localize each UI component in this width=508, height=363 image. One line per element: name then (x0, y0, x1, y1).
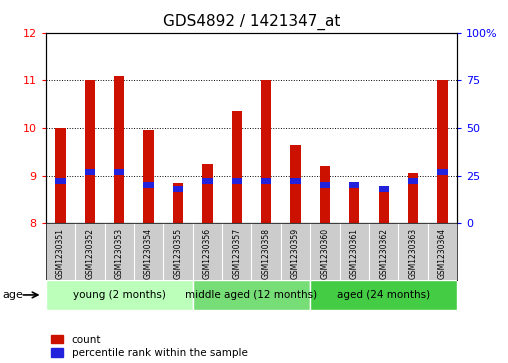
Text: middle aged (12 months): middle aged (12 months) (185, 290, 318, 300)
Bar (261, 178, 271, 184)
Bar (173, 183, 183, 223)
Text: GSM1230358: GSM1230358 (262, 228, 271, 279)
Bar (232, 111, 242, 223)
Text: GSM1230362: GSM1230362 (379, 228, 388, 279)
Bar (46, 280, 193, 310)
Bar (114, 169, 124, 175)
Bar (310, 280, 457, 310)
Bar (437, 169, 448, 175)
Bar (320, 182, 330, 188)
Bar (349, 183, 360, 223)
Bar (173, 186, 183, 192)
Bar (408, 178, 418, 184)
Legend: count, percentile rank within the sample: count, percentile rank within the sample (51, 335, 247, 358)
Text: GSM1230353: GSM1230353 (115, 228, 124, 279)
Bar (193, 280, 310, 310)
Bar (291, 144, 301, 223)
Text: GSM1230354: GSM1230354 (144, 228, 153, 279)
Bar (437, 80, 448, 223)
Bar (378, 186, 389, 192)
Bar (408, 173, 418, 223)
Bar (320, 166, 330, 223)
Title: GDS4892 / 1421347_at: GDS4892 / 1421347_at (163, 14, 340, 30)
Bar (114, 76, 124, 223)
Text: GSM1230352: GSM1230352 (85, 228, 94, 279)
Text: age: age (3, 290, 23, 300)
Text: GSM1230356: GSM1230356 (203, 228, 212, 279)
Text: GSM1230360: GSM1230360 (321, 228, 330, 279)
Bar (291, 178, 301, 184)
Text: GSM1230359: GSM1230359 (291, 228, 300, 279)
Bar (202, 178, 212, 184)
Text: GSM1230364: GSM1230364 (438, 228, 447, 279)
Bar (55, 128, 66, 223)
Bar (202, 164, 212, 223)
Bar (143, 130, 154, 223)
Text: GSM1230351: GSM1230351 (56, 228, 65, 279)
Bar (261, 80, 271, 223)
Text: young (2 months): young (2 months) (73, 290, 166, 300)
Bar (232, 178, 242, 184)
Bar (85, 80, 95, 223)
Bar (55, 178, 66, 184)
Text: GSM1230355: GSM1230355 (173, 228, 182, 279)
Text: GSM1230361: GSM1230361 (350, 228, 359, 279)
Text: GSM1230357: GSM1230357 (232, 228, 241, 279)
Bar (85, 169, 95, 175)
Bar (143, 182, 154, 188)
Bar (349, 182, 360, 188)
Text: GSM1230363: GSM1230363 (408, 228, 418, 279)
Text: aged (24 months): aged (24 months) (337, 290, 430, 300)
Bar (378, 190, 389, 223)
